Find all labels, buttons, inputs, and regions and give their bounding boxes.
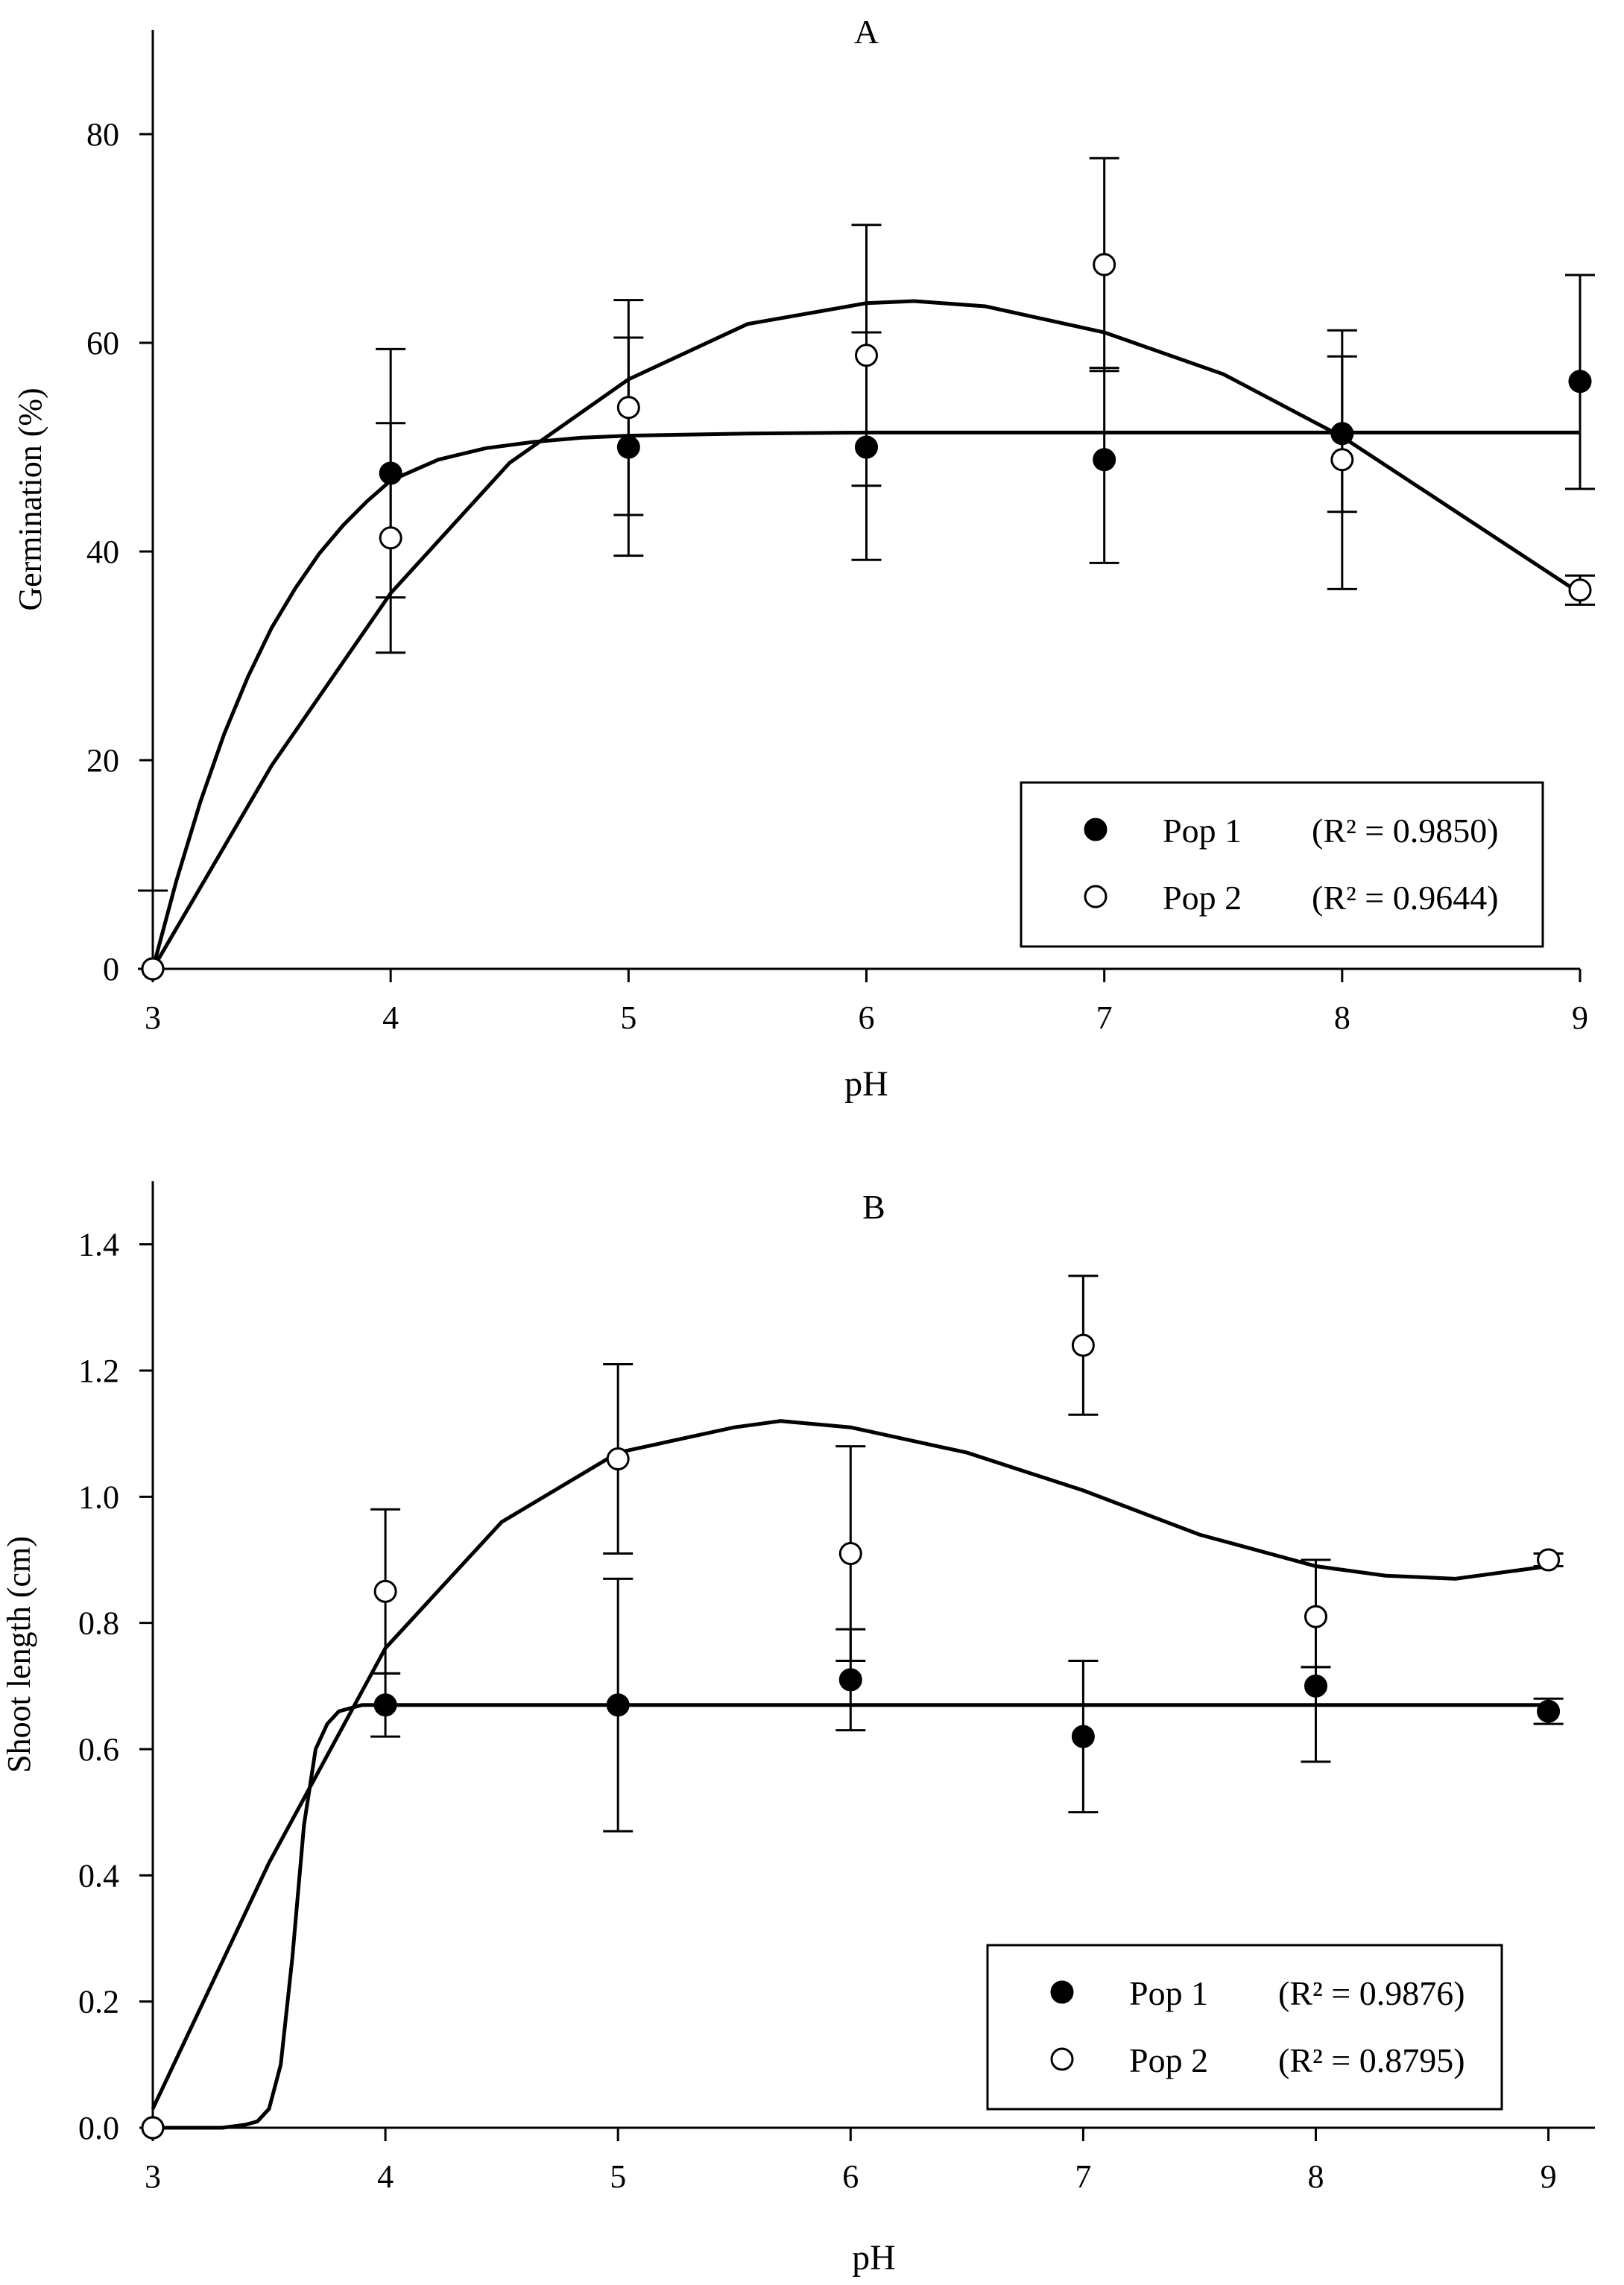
data-point-pop-2 [1093,253,1116,276]
y-tick-label: 0.4 [78,1857,119,1894]
data-point-pop-1 [1537,1699,1561,1723]
data-point-pop-2 [606,1447,630,1471]
legend-r2: (R² = 0.8795) [1278,2041,1465,2079]
x-tick-label: 9 [1541,2158,1557,2195]
y-tick-label: 1.4 [78,1227,119,1263]
legend-label: Pop 2 [1129,2041,1208,2079]
data-point-pop-2 [141,957,165,981]
data-point-pop-2 [373,1579,397,1603]
legend-marker-open [1084,885,1108,908]
data-point-pop-1 [1071,1725,1095,1748]
y-tick-label: 0.0 [78,2110,119,2146]
legend-label: Pop 1 [1129,1974,1208,2012]
data-point-pop-2 [1071,1333,1095,1357]
data-point-pop-2 [1304,1605,1327,1628]
x-tick-label: 6 [842,2158,859,2195]
y-axis-label: Shoot length (cm) [1,1536,37,1773]
legend-marker-filled [1050,1980,1074,2004]
data-point-pop-2 [379,526,402,550]
y-tick-label: 60 [86,325,119,361]
y-tick-label: 0 [103,951,119,987]
y-axis-label: Germination (%) [12,388,48,610]
y-tick-label: 20 [86,742,119,779]
data-point-pop-2 [838,1542,862,1566]
data-point-pop-2 [855,344,878,367]
legend-box [1020,781,1544,948]
x-axis-label: pH [844,1064,888,1104]
legend-box [986,1944,1503,2111]
legend-marker-filled [1084,818,1108,841]
x-tick-label: 8 [1334,999,1350,1036]
chart-panel-a: 3 4 5 6 7 8 9 0 20 40 60 80 ApH Germination (%) Pop 1 (… [12,13,1595,1104]
data-point-pop-1 [1093,448,1116,472]
chart-panel-b: 3 4 5 6 7 8 9 0.0 0.2 0.4 0.6 0.8 1.0 1.2 1.4 BpH Shoot … [1,1181,1595,2278]
data-point-pop-1 [373,1693,397,1717]
x-tick-label: 7 [1096,999,1113,1036]
y-tick-label: 80 [86,116,119,153]
data-point-pop-1 [1304,1674,1327,1698]
legend-label: Pop 2 [1163,879,1242,917]
x-tick-label: 3 [145,2158,161,2195]
fit-curve-pop-2 [151,1419,1549,2110]
y-tick-label: 0.2 [78,1984,119,2020]
x-axis-label: pH [852,2238,896,2278]
x-tick-label: 5 [610,2158,626,2195]
x-tick-label: 6 [859,999,875,1036]
data-point-pop-1 [606,1693,630,1717]
data-point-pop-2 [1568,578,1592,602]
data-point-pop-2 [1330,448,1354,472]
x-tick-label: 4 [377,2158,394,2195]
y-tick-label: 0.8 [78,1605,119,1642]
x-tick-label: 8 [1307,2158,1324,2195]
x-tick-label: 7 [1075,2158,1091,2195]
data-point-pop-1 [1568,370,1592,394]
y-tick-label: 0.6 [78,1731,119,1768]
y-tick-label: 40 [86,534,119,570]
legend-r2: (R² = 0.9876) [1278,1974,1465,2012]
legend-r2: (R² = 0.9850) [1312,812,1499,850]
x-tick-label: 3 [145,999,161,1036]
legend-r2: (R² = 0.9644) [1312,879,1499,917]
data-point-pop-2 [1537,1548,1561,1572]
x-tick-label: 9 [1572,999,1588,1036]
fit-curve-pop-1 [153,1703,1549,2130]
data-point-pop-2 [616,396,640,420]
x-tick-label: 5 [620,999,636,1036]
legend-label: Pop 1 [1163,812,1242,850]
y-tick-label: 1.0 [78,1479,119,1515]
fit-curve-pop-2 [151,299,1582,970]
legend-marker-open [1050,2047,1074,2071]
y-tick-label: 1.2 [78,1353,119,1389]
x-tick-label: 4 [382,999,399,1036]
data-point-pop-1 [838,1668,862,1692]
chart-title: A [854,13,879,51]
chart-title: B [862,1188,885,1226]
data-point-pop-2 [141,2116,165,2140]
